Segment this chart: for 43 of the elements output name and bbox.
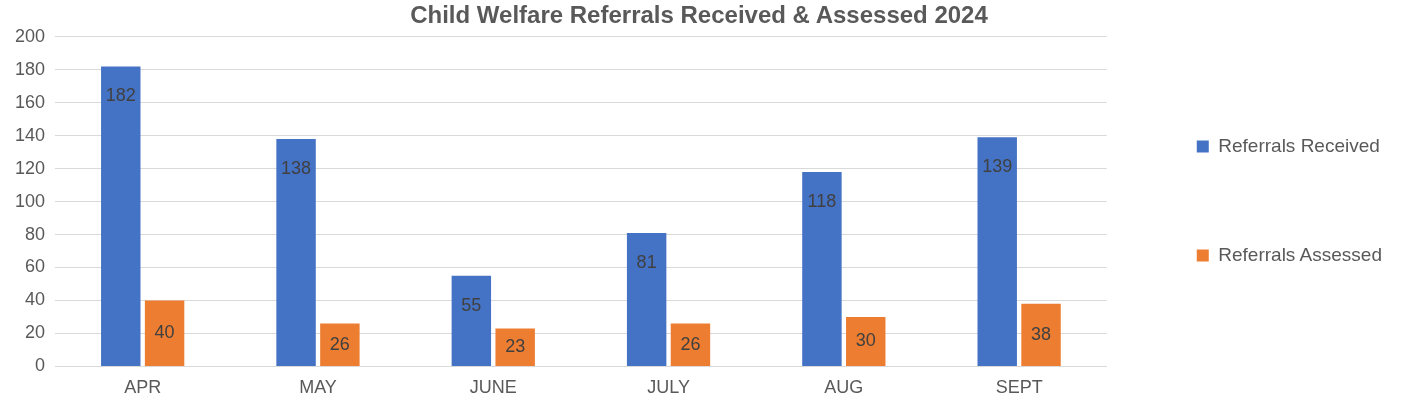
bar: [144, 300, 185, 366]
data-label: 182: [105, 85, 136, 106]
data-label: 139: [982, 156, 1013, 177]
chart-title: Child Welfare Referrals Received & Assessed 2024: [410, 1, 989, 29]
x-tick-label: SEPT: [995, 377, 1043, 398]
data-label: 40: [154, 322, 175, 343]
legend-label: Referrals Received: [1218, 134, 1380, 156]
data-label: 30: [855, 330, 876, 351]
y-tick-label: 160: [14, 91, 46, 112]
data-label: 55: [461, 294, 482, 315]
bar: [977, 137, 1017, 366]
data-label: 26: [329, 333, 350, 354]
y-tick-label: 40: [25, 289, 46, 310]
legend-label: Referrals Assessed: [1218, 243, 1382, 265]
y-tick-label: 180: [14, 58, 46, 79]
x-tick-label: JULY: [647, 377, 690, 398]
bar: [626, 232, 667, 366]
y-tick-label: 20: [25, 322, 46, 343]
y-tick-label: 80: [25, 223, 46, 244]
y-tick-label: 140: [14, 124, 46, 145]
bar: [495, 328, 535, 366]
x-tick-label: AUG: [824, 377, 864, 398]
bar: [101, 66, 141, 366]
x-tick-label: MAY: [299, 377, 337, 398]
y-tick-label: 60: [25, 256, 46, 277]
y-tick-label: 0: [35, 355, 46, 376]
data-label: 23: [505, 336, 526, 357]
bar: [1021, 303, 1061, 366]
data-label: 118: [807, 190, 837, 211]
y-tick-label: 100: [14, 190, 46, 211]
bar: [451, 275, 492, 366]
data-label: 138: [281, 157, 312, 178]
data-label: 26: [680, 333, 701, 354]
data-label: 81: [636, 251, 657, 272]
data-label: 38: [1031, 323, 1052, 344]
bar: [276, 138, 316, 366]
x-tick-label: JUNE: [469, 377, 517, 398]
bar: [320, 323, 360, 366]
bar: [802, 171, 842, 366]
x-tick-label: APR: [124, 377, 162, 398]
y-tick-label: 200: [14, 25, 46, 46]
y-tick-label: 120: [14, 157, 46, 178]
bar: [846, 316, 886, 366]
